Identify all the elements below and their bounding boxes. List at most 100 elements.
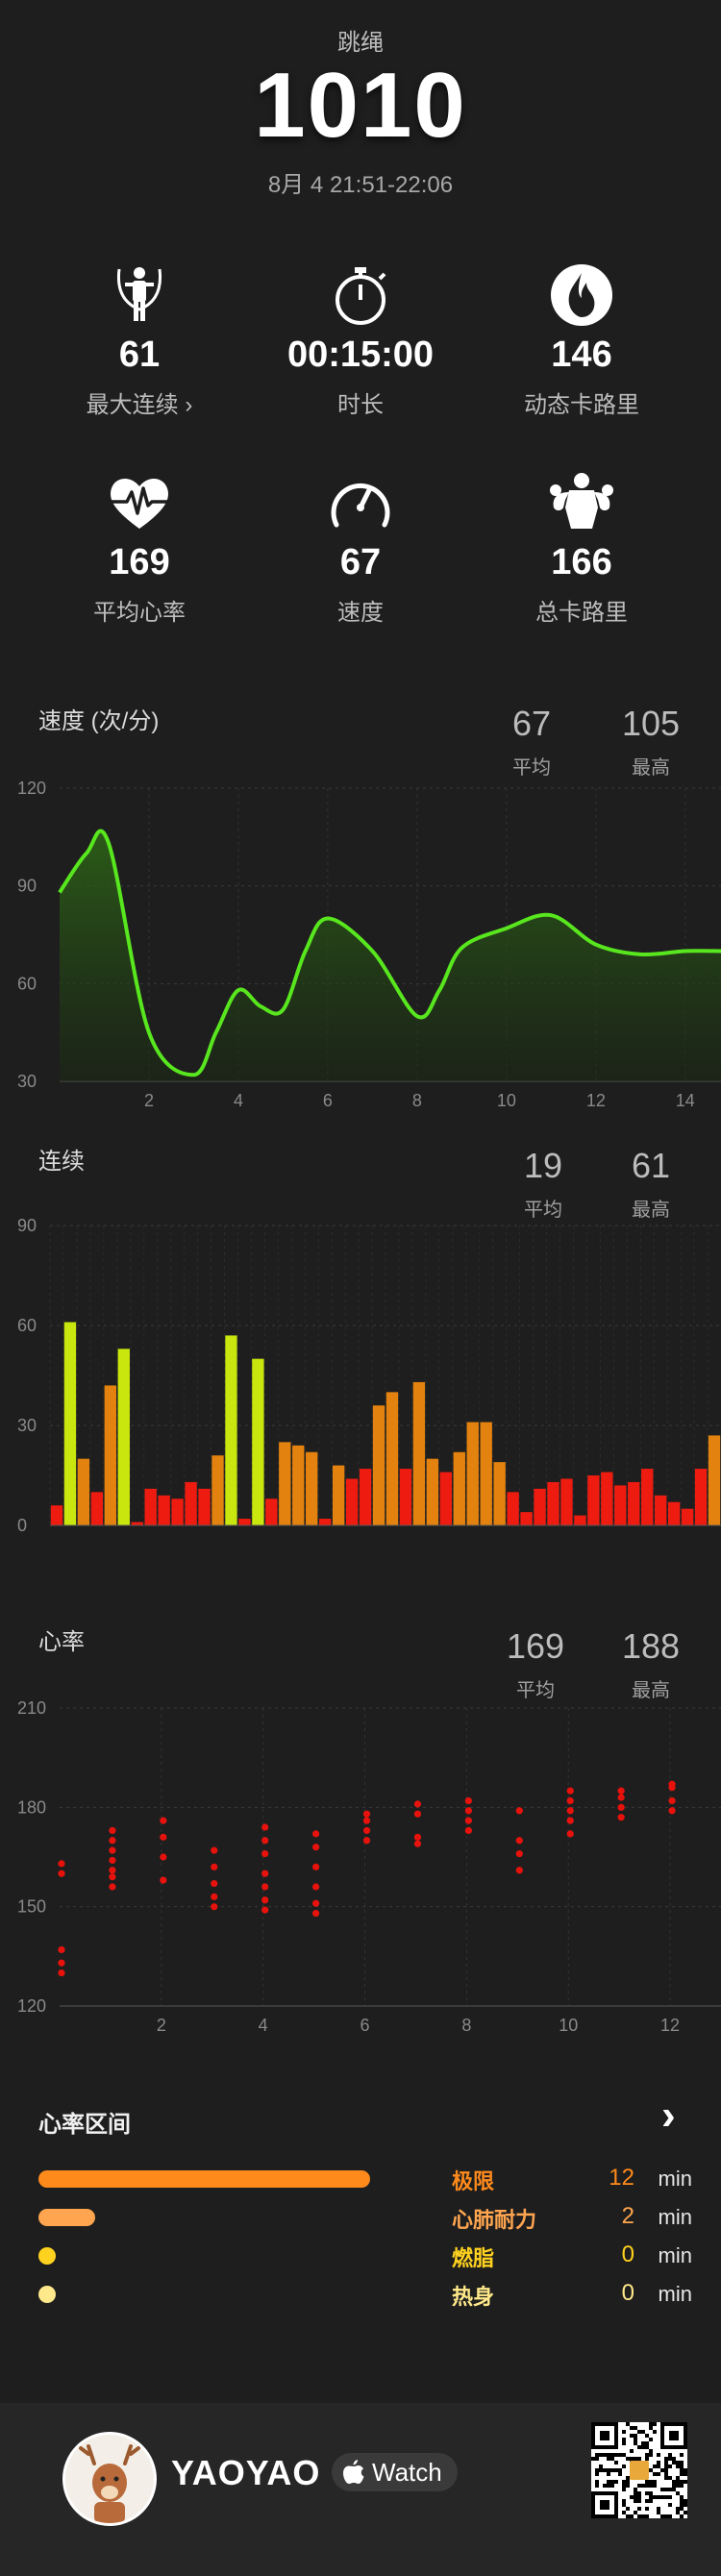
streak-bar — [547, 1481, 559, 1525]
qr-finder-center — [669, 2431, 679, 2440]
hr-point — [464, 1826, 472, 1835]
streak-bar — [319, 1519, 332, 1525]
streak-bar — [667, 1501, 681, 1525]
stat-max-streak[interactable]: 61 最大连续 › — [19, 261, 260, 419]
hr-point — [566, 1830, 574, 1838]
hr-point — [109, 1846, 116, 1854]
stat-label: 平均心率 — [93, 600, 186, 626]
streak-bar — [641, 1469, 654, 1525]
y-tick-label: 60 — [17, 1316, 37, 1335]
speed-section-title: 速度 (次/分) — [38, 708, 160, 734]
qr-module — [672, 2480, 676, 2484]
qr-module — [672, 2488, 676, 2491]
hr-point — [160, 1876, 167, 1884]
qr-code[interactable] — [591, 2422, 687, 2518]
qr-module — [680, 2468, 684, 2472]
qr-module — [657, 2472, 660, 2476]
qr-module — [610, 2484, 614, 2488]
zone-bar — [38, 2247, 56, 2265]
streak-bar — [131, 1522, 143, 1525]
qr-module — [680, 2507, 684, 2511]
username: YAOYAO — [171, 2453, 321, 2492]
hr-max-value: 188 — [621, 1626, 681, 1666]
qr-module — [607, 2468, 610, 2472]
qr-module — [637, 2514, 641, 2518]
hr-point — [312, 1909, 320, 1918]
streak-bar — [574, 1515, 586, 1525]
stat-label: 总卡路里 — [535, 600, 628, 626]
qr-module — [634, 2511, 637, 2514]
qr-module — [622, 2441, 626, 2445]
streak-bar — [560, 1478, 573, 1525]
y-tick-label: 90 — [17, 1216, 37, 1235]
jump-rope-icon — [116, 267, 162, 321]
streak-max-label: 最高 — [632, 1200, 670, 1221]
hr-point — [261, 1896, 269, 1904]
qr-module — [622, 2484, 626, 2488]
zone-row-extreme: 极限 12 min — [38, 2165, 692, 2193]
qr-module — [626, 2422, 630, 2426]
qr-module — [637, 2484, 641, 2488]
x-tick-label: 4 — [234, 1091, 243, 1110]
streak-bar — [708, 1435, 721, 1525]
qr-module — [649, 2449, 653, 2453]
qr-module — [607, 2457, 610, 2461]
qr-module — [610, 2457, 614, 2461]
qr-module — [607, 2453, 610, 2457]
qr-module — [637, 2430, 641, 2434]
stat-label: 动态卡路里 — [524, 392, 639, 418]
hr-point — [413, 1833, 422, 1841]
stat-label: 最大连续 › — [86, 392, 193, 418]
streak-bar — [480, 1422, 492, 1525]
x-tick-label: 10 — [559, 2016, 578, 2035]
y-tick-label: 120 — [17, 1996, 46, 2016]
qr-module — [672, 2461, 676, 2465]
qr-module — [645, 2514, 649, 2518]
hr-point — [566, 1807, 574, 1815]
qr-module — [637, 2445, 641, 2449]
hr-point — [617, 1803, 625, 1811]
hr-point — [362, 1826, 371, 1835]
hr-point — [58, 1959, 65, 1967]
streak-bar — [185, 1481, 197, 1525]
qr-finder — [660, 2422, 687, 2449]
hr-max-label: 最高 — [632, 1680, 670, 1701]
streak-bar — [507, 1492, 519, 1525]
qr-module — [622, 2499, 626, 2503]
qr-module — [641, 2445, 645, 2449]
qr-module — [680, 2499, 684, 2503]
qr-module — [657, 2507, 660, 2511]
hr-point — [413, 1840, 422, 1847]
y-tick-label: 60 — [17, 974, 37, 993]
chevron-right-icon[interactable]: › — [661, 2092, 676, 2139]
qr-module — [653, 2465, 657, 2468]
qr-module — [676, 2511, 680, 2514]
x-tick-label: 10 — [497, 1091, 516, 1110]
streak-bar — [439, 1472, 452, 1525]
qr-logo — [630, 2461, 649, 2480]
qr-module — [622, 2480, 626, 2484]
hr-point — [160, 1817, 167, 1824]
qr-module — [676, 2480, 680, 2484]
hr-point — [261, 1849, 269, 1858]
hr-point — [109, 1826, 116, 1835]
zone-unit: min — [658, 2282, 692, 2306]
hr-point — [261, 1837, 269, 1845]
streak-bar — [306, 1451, 318, 1525]
qr-module — [618, 2453, 622, 2457]
qr-module — [610, 2468, 614, 2472]
qr-module — [664, 2465, 668, 2468]
hr-point — [160, 1853, 167, 1861]
qr-module — [634, 2488, 637, 2491]
qr-module — [591, 2457, 595, 2461]
qr-module — [664, 2514, 668, 2518]
qr-module — [664, 2488, 668, 2491]
qr-module — [664, 2468, 668, 2472]
watch-label: Watch — [372, 2457, 442, 2487]
avatar[interactable] — [62, 2432, 157, 2526]
qr-module — [664, 2461, 668, 2465]
hr-zones-header[interactable]: 心率区间 › — [0, 2092, 721, 2153]
hr-point — [617, 1787, 625, 1795]
streak-bar — [681, 1508, 694, 1525]
hr-point — [668, 1780, 676, 1788]
